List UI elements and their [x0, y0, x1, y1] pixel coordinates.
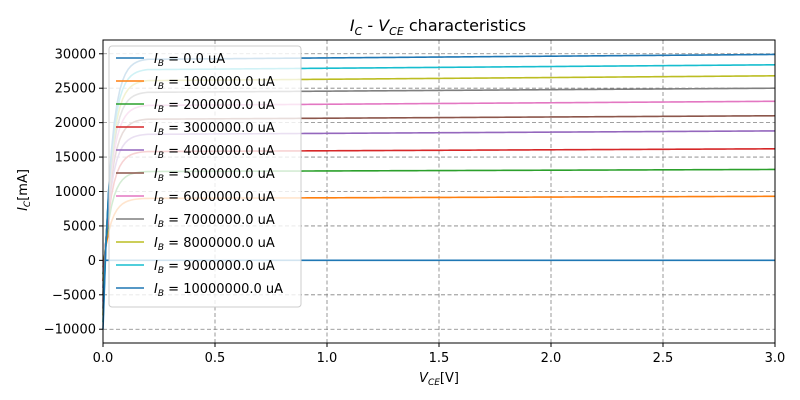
y-axis-label: IC[mA] [16, 169, 33, 211]
x-tick-label: 0.0 [93, 351, 114, 366]
legend-label-5: IB = 5000000.0 uA [154, 167, 275, 184]
legend-label-2: IB = 2000000.0 uA [154, 98, 275, 115]
y-tick-label: 15000 [55, 151, 96, 166]
legend-label-10: IB = 10000000.0 uA [154, 282, 283, 299]
legend-label-7: IB = 7000000.0 uA [154, 213, 275, 230]
legend-label-9: IB = 9000000.0 uA [154, 259, 275, 276]
legend: IB = 0.0 uA IB = 1000000.0 uA IB = 2000000… [108, 45, 302, 308]
y-tick-label: −5000 [52, 288, 96, 303]
legend-label-6: IB = 6000000.0 uA [154, 190, 275, 207]
legend-label-1: IB = 1000000.0 uA [154, 75, 275, 92]
y-tick-label: 20000 [55, 116, 96, 131]
x-tick-label: 2.0 [541, 351, 562, 366]
y-tick-label: 30000 [55, 47, 96, 62]
x-tick-label: 2.5 [653, 351, 674, 366]
x-axis: 0.0 0.5 1.0 1.5 2.0 2.5 3.0 [93, 343, 786, 366]
y-tick-label: 10000 [55, 185, 96, 200]
x-tick-label: 1.0 [317, 351, 338, 366]
y-tick-label: 5000 [63, 219, 96, 234]
legend-label-3: IB = 3000000.0 uA [154, 121, 275, 138]
legend-box [108, 45, 302, 308]
y-tick-label: 25000 [55, 82, 96, 97]
y-tick-label: 0 [88, 254, 96, 269]
legend-label-4: IB = 4000000.0 uA [154, 144, 275, 161]
legend-label-0: IB = 0.0 uA [154, 52, 225, 69]
legend-label-8: IB = 8000000.0 uA [154, 236, 275, 253]
x-axis-label: VCE[V] [419, 371, 459, 388]
y-tick-label: −10000 [44, 323, 96, 338]
x-tick-label: 0.5 [205, 351, 226, 366]
x-tick-label: 1.5 [429, 351, 450, 366]
y-axis: −10000 −5000 0 5000 10000 15000 20000 25000 3000… [44, 47, 103, 338]
x-tick-label: 3.0 [765, 351, 786, 366]
chart-title: IC - VCE characteristics [350, 16, 526, 38]
